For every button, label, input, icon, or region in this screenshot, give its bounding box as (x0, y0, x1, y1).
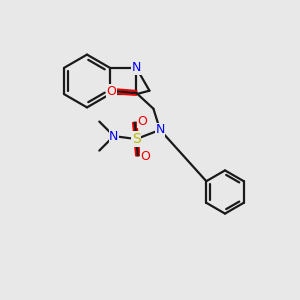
Text: N: N (132, 61, 141, 74)
Text: N: N (109, 130, 119, 142)
Text: N: N (155, 123, 165, 136)
Text: O: O (137, 115, 147, 128)
Text: S: S (132, 132, 141, 146)
Text: O: O (106, 85, 116, 98)
Text: O: O (140, 150, 150, 164)
